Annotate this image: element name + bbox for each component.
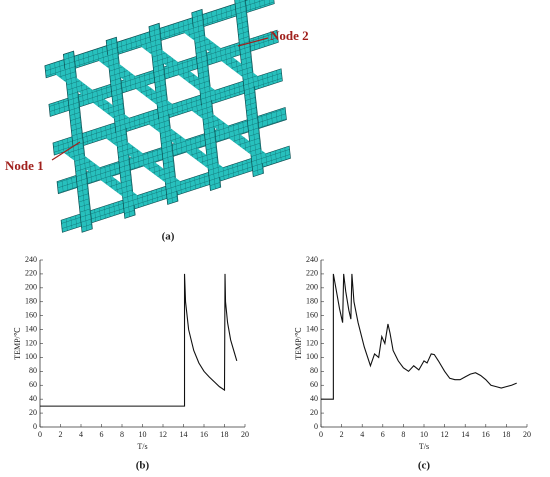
y-tick-label: 140 xyxy=(306,324,318,333)
x-tick-label: 12 xyxy=(159,430,167,439)
y-tick-label: 180 xyxy=(25,297,37,306)
x-tick-label: 8 xyxy=(401,430,405,439)
y-tick-label: 220 xyxy=(25,269,37,278)
x-tick-label: 6 xyxy=(100,430,104,439)
y-tick-label: 100 xyxy=(25,352,37,361)
x-tick-label: 0 xyxy=(319,430,323,439)
y-tick-label: 40 xyxy=(310,394,318,403)
x-tick-label: 2 xyxy=(59,430,63,439)
y-tick-label: 80 xyxy=(310,366,318,375)
x-tick-label: 10 xyxy=(139,430,147,439)
x-tick-label: 20 xyxy=(241,430,249,439)
y-axis-label: TEMP/℃ xyxy=(294,327,303,360)
x-tick-label: 14 xyxy=(180,430,188,439)
panel-label: (b) xyxy=(136,460,150,472)
annotation: Node 2 xyxy=(270,28,309,43)
y-tick-label: 0 xyxy=(33,422,37,431)
x-axis-label: T/s xyxy=(137,442,147,451)
x-tick-label: 4 xyxy=(360,430,364,439)
y-tick-label: 120 xyxy=(306,338,318,347)
y-tick-label: 140 xyxy=(25,324,37,333)
y-tick-label: 160 xyxy=(25,310,37,319)
annotation: Node 1 xyxy=(5,158,44,173)
x-tick-label: 2 xyxy=(340,430,344,439)
panel-label: (c) xyxy=(418,460,431,472)
pointer xyxy=(51,141,81,161)
y-tick-label: 20 xyxy=(310,408,318,417)
x-tick-label: 8 xyxy=(120,430,124,439)
x-tick-label: 16 xyxy=(482,430,490,439)
x-tick-label: 20 xyxy=(523,430,531,439)
x-tick-label: 18 xyxy=(502,430,510,439)
y-tick-label: 60 xyxy=(29,380,37,389)
y-tick-label: 0 xyxy=(314,422,318,431)
y-tick-label: 220 xyxy=(306,269,318,278)
x-tick-label: 0 xyxy=(38,430,42,439)
data-line xyxy=(321,273,517,400)
x-tick-label: 6 xyxy=(381,430,385,439)
y-tick-label: 200 xyxy=(306,283,318,292)
panel-label: (a) xyxy=(162,231,175,243)
pointer xyxy=(237,37,269,47)
y-tick-label: 120 xyxy=(25,338,37,347)
x-axis-label: T/s xyxy=(419,442,429,451)
x-tick-label: 4 xyxy=(79,430,83,439)
y-tick-label: 200 xyxy=(25,283,37,292)
y-tick-label: 40 xyxy=(29,394,37,403)
y-tick-label: 60 xyxy=(310,380,318,389)
x-tick-label: 16 xyxy=(200,430,208,439)
y-tick-label: 80 xyxy=(29,366,37,375)
y-axis-label: TEMP/℃ xyxy=(13,327,22,360)
y-tick-label: 180 xyxy=(306,297,318,306)
data-line xyxy=(40,273,238,407)
y-tick-label: 20 xyxy=(29,408,37,417)
y-tick-label: 240 xyxy=(25,255,37,264)
y-tick-label: 240 xyxy=(306,255,318,264)
y-tick-label: 100 xyxy=(306,352,318,361)
y-tick-label: 160 xyxy=(306,310,318,319)
x-tick-label: 18 xyxy=(221,430,229,439)
x-tick-label: 10 xyxy=(420,430,428,439)
x-tick-label: 12 xyxy=(441,430,449,439)
x-tick-label: 14 xyxy=(461,430,469,439)
mesh-model xyxy=(44,0,291,233)
